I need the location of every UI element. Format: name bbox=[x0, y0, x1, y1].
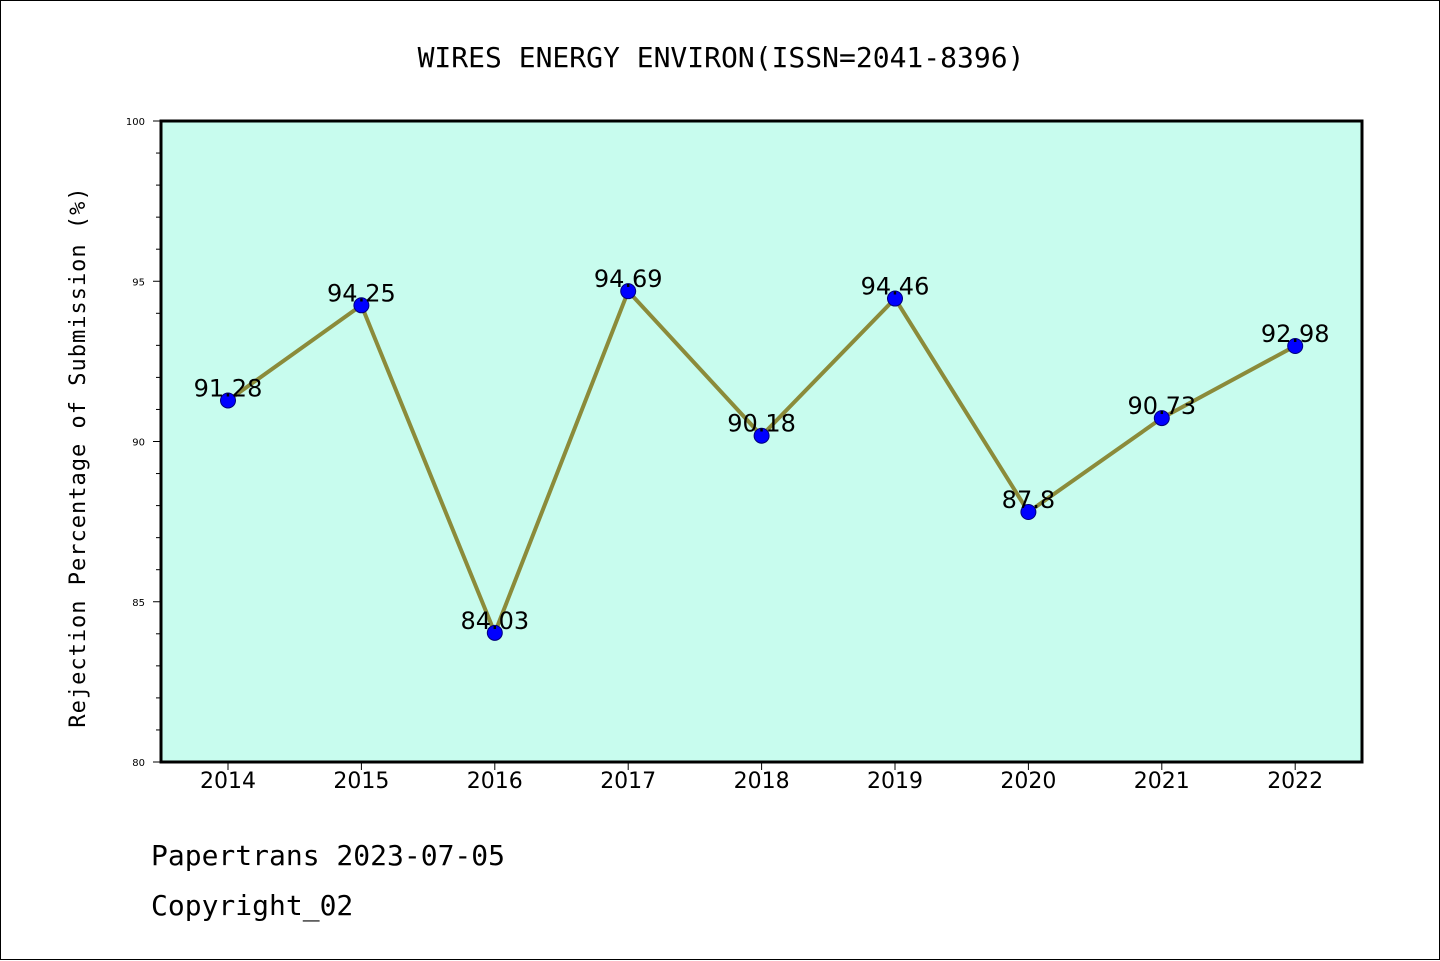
y-tick-label: 95 bbox=[132, 277, 145, 288]
data-point bbox=[486, 624, 503, 641]
data-point bbox=[1020, 504, 1037, 521]
data-labels: 91.28 94.25 84.03 94.69 90.18 94.46 87.8 90.73 9… bbox=[194, 265, 1330, 635]
footer-date: Papertrans 2023-07-05 bbox=[151, 839, 505, 872]
footer-copyright: Copyright_02 bbox=[151, 889, 353, 923]
data-point bbox=[887, 290, 903, 307]
x-tick-label: 2015 bbox=[333, 769, 389, 794]
data-point bbox=[1287, 337, 1304, 354]
data-point bbox=[1153, 410, 1170, 427]
data-label: 91.28 bbox=[194, 374, 263, 402]
x-tick-label: 2021 bbox=[1134, 769, 1190, 794]
x-axis-ticks: 2014 2015 2016 2017 2018 2019 2020 2021 2022 bbox=[200, 762, 1323, 794]
x-tick-label: 2019 bbox=[867, 769, 923, 794]
data-point bbox=[620, 283, 637, 300]
y-axis-label: Rejection Percentage of Submission (%) bbox=[66, 186, 91, 727]
data-label: 92.98 bbox=[1261, 320, 1330, 348]
chart-title: WIRES ENERGY ENVIRON(ISSN=2041-8396) bbox=[418, 41, 1025, 74]
data-points bbox=[220, 283, 1304, 641]
data-point bbox=[353, 297, 370, 314]
y-tick-label: 90 bbox=[132, 438, 145, 449]
x-tick-label: 2018 bbox=[734, 769, 790, 794]
data-point bbox=[753, 427, 770, 444]
y-tick-label: 100 bbox=[126, 117, 145, 128]
data-point bbox=[220, 392, 236, 409]
y-axis-ticks: 80 85 90 95 100 bbox=[126, 117, 161, 769]
data-label: 94.25 bbox=[327, 279, 396, 307]
x-tick-label: 2014 bbox=[200, 769, 256, 794]
x-tick-label: 2022 bbox=[1267, 769, 1323, 794]
y-tick-label: 80 bbox=[132, 758, 145, 769]
data-label: 90.73 bbox=[1127, 392, 1196, 420]
data-label: 94.69 bbox=[594, 265, 663, 293]
data-label: 94.46 bbox=[861, 273, 930, 301]
x-tick-label: 2017 bbox=[600, 769, 656, 794]
x-tick-label: 2016 bbox=[467, 769, 523, 794]
data-label: 87.8 bbox=[1002, 486, 1055, 514]
data-label: 84.03 bbox=[460, 607, 529, 635]
y-tick-label: 85 bbox=[132, 598, 145, 609]
x-tick-label: 2020 bbox=[1000, 769, 1056, 794]
data-label: 90.18 bbox=[727, 410, 796, 438]
